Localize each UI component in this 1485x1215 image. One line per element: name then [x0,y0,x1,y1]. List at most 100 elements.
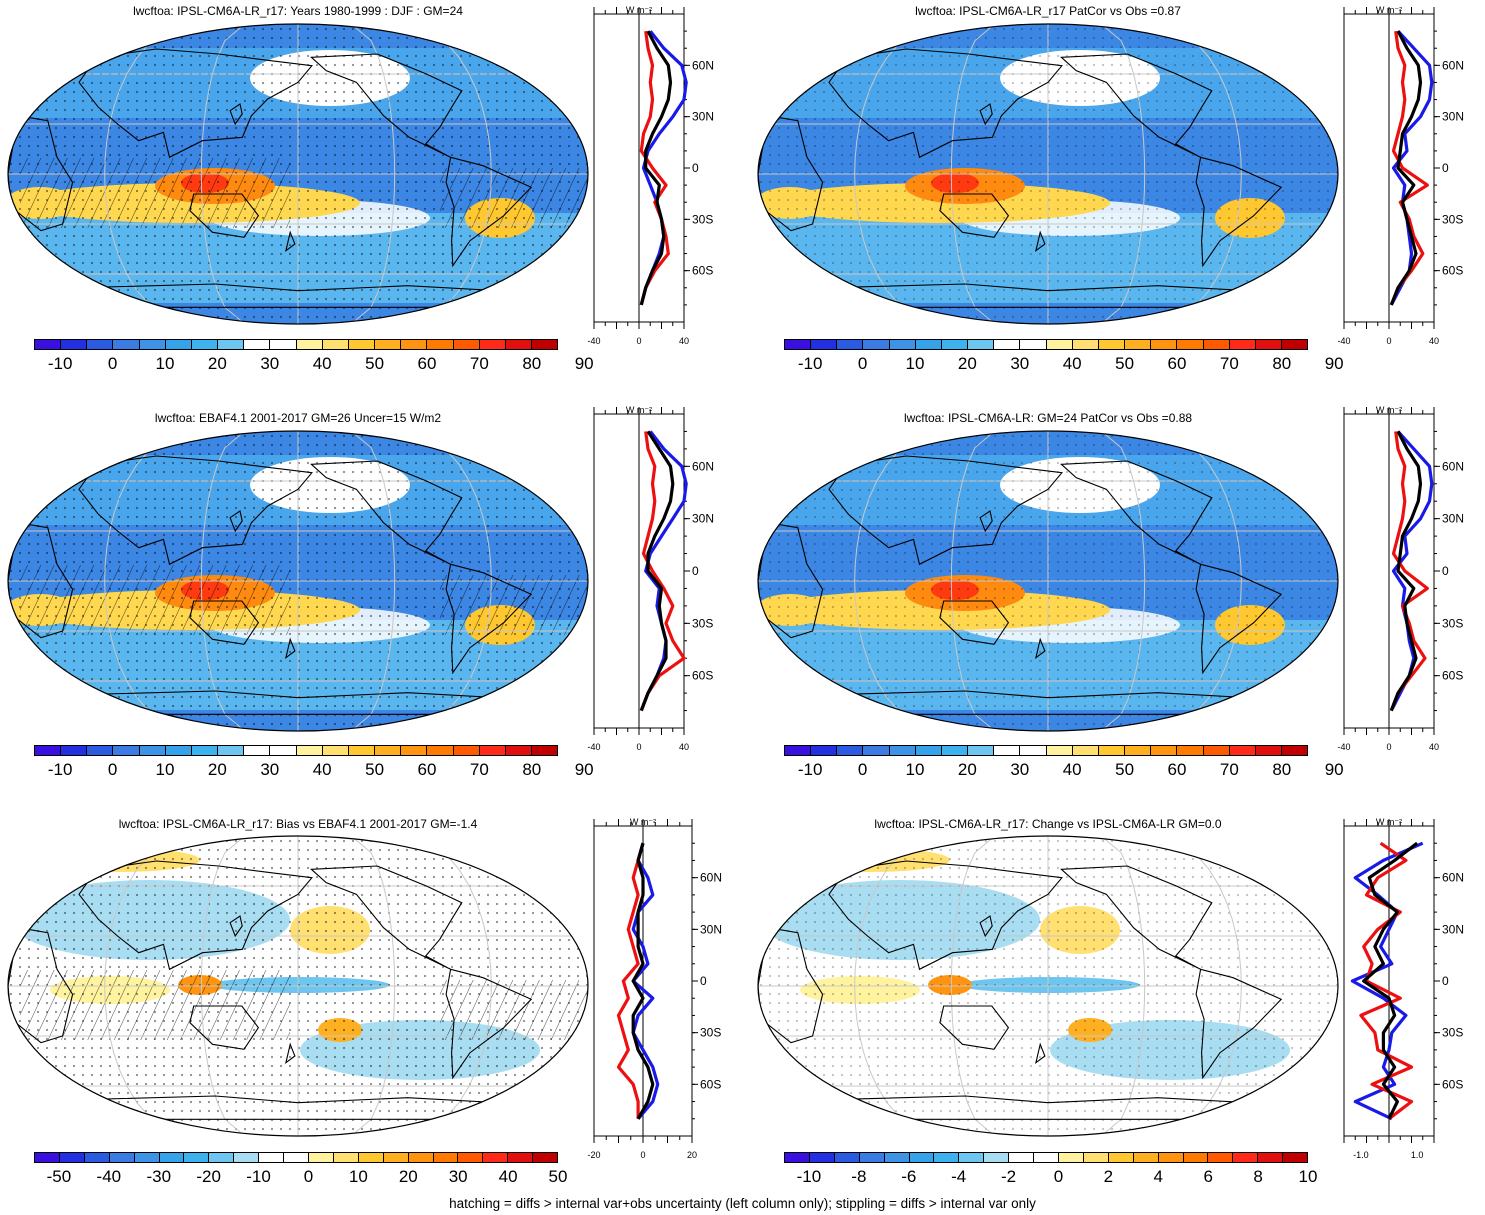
profile-x-tick-label: 1.0 [1411,1150,1424,1160]
profile-series-red [639,30,670,306]
colorbar-swatch [348,340,376,349]
map-coastlines [758,48,1283,308]
colorbar-swatch [87,340,114,349]
colorbar-swatch [113,340,140,349]
colorbar-swatch [809,1153,835,1162]
colorbar-swatch [863,746,890,755]
panel-2-colorbar: -10 0 10 20 30 40 50 60 70 80 90 [784,339,1344,374]
colorbar-label: 20 [957,760,977,779]
colorbar-swatch [61,746,88,755]
colorbar-swatch [296,340,323,349]
colorbar-swatch [191,340,219,349]
colorbar-label: -10 [47,760,73,779]
colorbar-swatch [270,746,297,755]
colorbar-swatch [1072,340,1099,349]
map-graticule [8,24,588,324]
colorbar-swatch [333,1153,359,1162]
map-field [8,431,588,731]
profile-x-tick-label: 40 [679,336,689,346]
profile-lat-label: 60S [1442,264,1463,278]
profile-lat-label: 60S [700,1077,721,1091]
map-graticule [8,431,588,731]
colorbar-swatch [1177,340,1204,349]
profile-lat-label: 60N [1442,871,1464,885]
colorbar-label: 10 [155,354,175,373]
profile-x-tick-label: -20 [587,1150,600,1160]
colorbar-label: 80 [1272,760,1292,779]
colorbar-swatch [134,1153,160,1162]
colorbar-label: 30 [1010,354,1030,373]
colorbar-swatch [531,340,558,349]
colorbar-swatch [184,1153,210,1162]
map-field [758,431,1338,731]
profile-lat-label: 60N [1442,58,1464,72]
colorbar-swatch [508,1153,534,1162]
profile-lat-label: 60S [692,669,713,683]
panel-2-title: lwcftoa: IPSL-CM6A-LR_r17 PatCor vs Obs … [915,4,1181,18]
colorbar-swatch [296,746,323,755]
colorbar-label: 80 [1272,354,1292,373]
colorbar-label: 60 [1167,354,1187,373]
colorbar-swatch [348,746,376,755]
colorbar-label: -4 [951,1167,967,1186]
panel-5-map [7,835,589,1137]
panel-3-colorbar: -10 0 10 20 30 40 50 60 70 80 90 [34,745,594,780]
panel-6-title: lwcftoa: IPSL-CM6A-LR_r17: Change vs IPS… [874,817,1222,831]
colorbar-label: 10 [348,1167,368,1186]
colorbar-swatch [218,340,245,349]
panel-1-title: lwcftoa: IPSL-CM6A-LR_r17: Years 1980-19… [133,4,463,18]
profile-lat-label: 30N [692,512,714,526]
colorbar-swatch [218,746,245,755]
colorbar-swatch [479,746,506,755]
profile-lat-label: 0 [1442,974,1449,988]
colorbar-swatch [84,1153,110,1162]
profile-lat-label: 30S [692,616,713,630]
colorbar-swatch [165,746,192,755]
colorbar-label: -10 [797,354,823,373]
colorbar-label: 10 [1298,1167,1318,1186]
profile-series-black [639,30,673,306]
colorbar-swatch [1281,340,1308,349]
panel-5-colorbar: -50 -40 -30 -20 -10 0 10 20 30 40 50 [34,1152,567,1187]
colorbar-swatch [1046,340,1073,349]
map-frame [7,23,589,325]
profile-series-black [1362,841,1419,1120]
colorbar-label: -6 [901,1167,917,1186]
profile-series-red [1389,431,1429,712]
map-field [758,836,1338,1136]
colorbar-label: 0 [303,1167,314,1186]
colorbar-swatch [270,340,297,349]
colorbar-swatch [859,1153,885,1162]
colorbar-swatch [458,1153,484,1162]
colorbar-label: 50 [1115,760,1135,779]
colorbar-label: 6 [1203,1167,1213,1186]
colorbar-swatch [915,746,942,755]
colorbar-label: -50 [46,1167,72,1186]
colorbar-swatch [479,340,506,349]
colorbar-label: 70 [469,760,489,779]
colorbar-label: -40 [96,1167,122,1186]
colorbar-swatch [884,1153,910,1162]
profile-lat-label: 30S [1442,1026,1463,1040]
colorbar-label: 80 [522,354,542,373]
colorbar-swatch [139,746,166,755]
colorbar-swatch [427,746,454,755]
colorbar-swatch [322,746,349,755]
colorbar-swatch [994,340,1021,349]
colorbar-swatch [1281,746,1308,755]
profile-lat-label: 60N [700,871,722,885]
colorbar-label: 70 [1219,354,1239,373]
colorbar-swatch [244,340,271,349]
panel-3-title: lwcftoa: EBAF4.1 2001-2017 GM=26 Uncer=1… [154,411,442,425]
colorbar-label: -30 [146,1167,172,1186]
colorbar-label: -10 [47,354,73,373]
colorbar-label: 8 [1253,1167,1263,1186]
colorbar-swatch [433,1153,459,1162]
map-graticule [758,431,1338,731]
map-frame [757,23,1339,325]
colorbar-swatch [941,340,969,349]
profile-x-tick-label: 40 [1429,742,1439,752]
